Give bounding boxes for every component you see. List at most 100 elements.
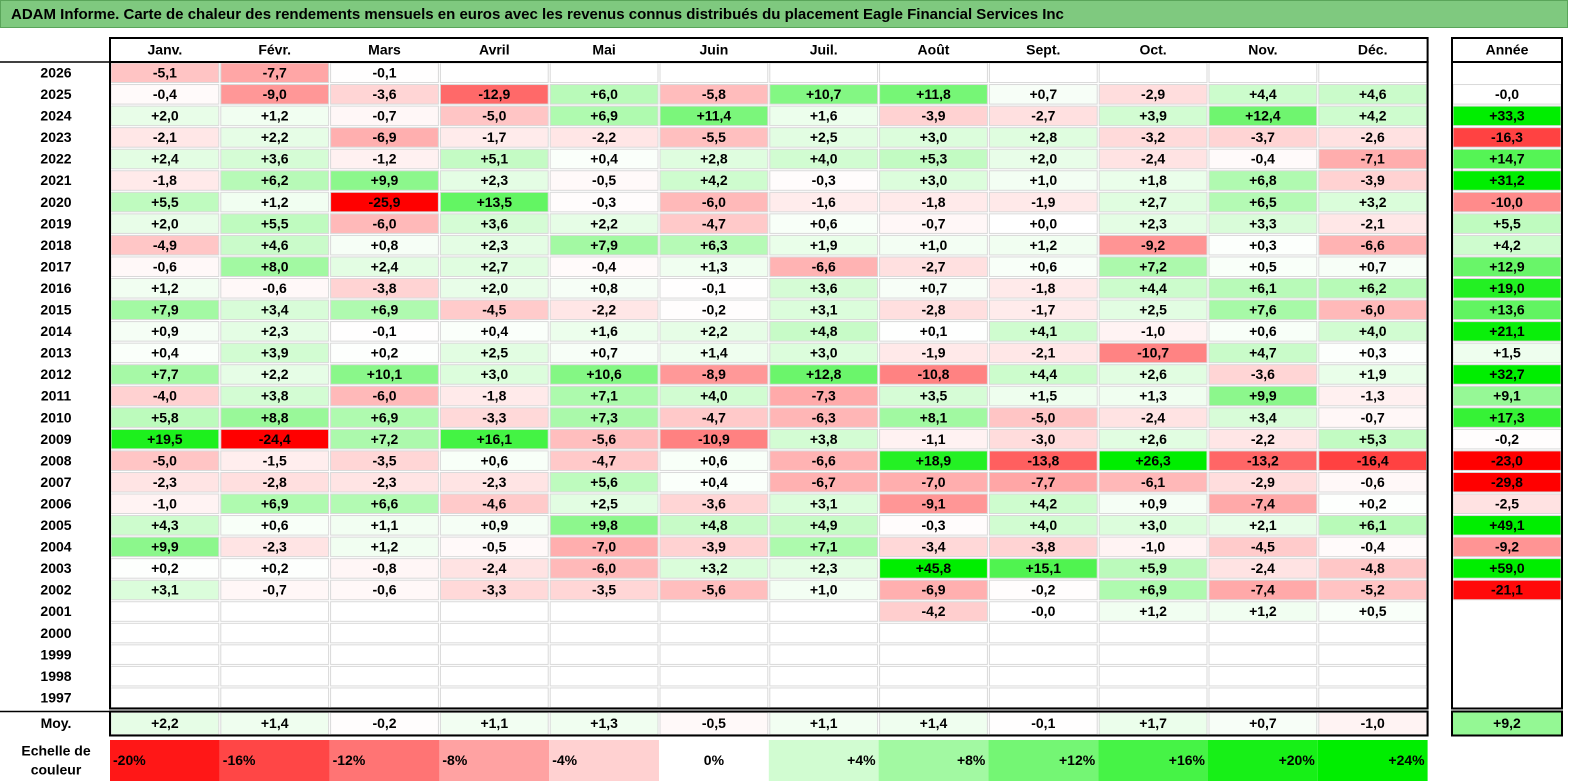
cell-value: -3,3 <box>482 409 506 425</box>
cell-value: +10,7 <box>806 86 842 102</box>
heatmap-cell <box>439 493 549 515</box>
heatmap-cell <box>439 299 549 321</box>
heatmap-cell <box>659 256 769 278</box>
cell-value: +9,8 <box>590 517 618 533</box>
heatmap-cell <box>330 84 439 105</box>
heatmap-cell <box>769 364 879 385</box>
heatmap-cell <box>988 644 1098 665</box>
cell-value: +7,3 <box>590 409 618 425</box>
annual-value: +17,3 <box>1489 409 1525 425</box>
cell-value: -2,7 <box>921 258 945 274</box>
cell-value: -0,3 <box>921 517 945 533</box>
heatmap-cell <box>549 364 659 385</box>
heatmap-cell <box>439 62 549 84</box>
heatmap-cell <box>988 493 1098 515</box>
cell-value: +3,0 <box>480 366 508 382</box>
heatmap-cell <box>549 62 659 84</box>
cell-value: -5,8 <box>702 86 726 102</box>
cell-value: +2,0 <box>1029 151 1057 167</box>
cell-value: +6,9 <box>590 108 618 124</box>
heatmap-cell <box>439 687 549 709</box>
heatmap-cell <box>549 558 659 579</box>
heatmap-cell <box>879 579 988 601</box>
heatmap-cell <box>330 665 439 687</box>
heatmap-cell <box>769 407 879 428</box>
cell-value: +1,3 <box>700 258 728 274</box>
cell-value: -1,9 <box>1031 194 1055 210</box>
annual-value: +14,7 <box>1489 151 1525 167</box>
heatmap-cell <box>330 148 439 170</box>
heatmap-cell <box>1208 644 1318 665</box>
cell-value: -2,4 <box>1141 409 1165 425</box>
cell-value: +2,2 <box>700 323 728 339</box>
heatmap-cell <box>220 364 330 385</box>
heatmap-cell <box>330 321 439 342</box>
heatmap-cell <box>769 278 879 299</box>
heatmap-cell <box>330 213 439 234</box>
heatmap-cell <box>1098 536 1208 558</box>
cell-value: -5,0 <box>1031 409 1055 425</box>
heatmap-cell <box>1208 299 1318 321</box>
heatmap-cell <box>879 256 988 278</box>
year-label: 1999 <box>40 646 71 662</box>
cell-value: -2,3 <box>263 539 287 555</box>
scale-swatch <box>439 740 550 781</box>
cell-value: -5,0 <box>153 452 177 468</box>
heatmap-cell <box>549 493 659 515</box>
cell-value: +1,2 <box>1029 237 1057 253</box>
heatmap-cell <box>1208 342 1318 364</box>
heatmap-cell <box>549 256 659 278</box>
heatmap-cell <box>879 558 988 579</box>
heatmap-cell <box>659 579 769 601</box>
cell-value: -0,7 <box>372 108 396 124</box>
heatmap-cell <box>220 170 330 191</box>
heatmap-cell <box>330 278 439 299</box>
month-header-4: Avril <box>479 42 510 58</box>
year-label: 1997 <box>40 689 71 705</box>
month-header-row <box>109 37 1429 63</box>
heatmap-cell <box>988 84 1098 105</box>
year-label: 2021 <box>40 172 71 188</box>
year-label: 2015 <box>40 302 71 318</box>
heatmap-cell <box>1098 385 1208 407</box>
average-value: +1,4 <box>261 715 289 731</box>
heatmap-cell <box>879 364 988 385</box>
cell-value: -0,8 <box>372 560 396 576</box>
cell-value: +0,6 <box>1249 323 1277 339</box>
cell-value: -1,6 <box>812 194 836 210</box>
cell-value: +18,9 <box>916 452 952 468</box>
heatmap-cell <box>330 601 439 622</box>
cell-value: +2,2 <box>261 129 289 145</box>
cell-value: -5,5 <box>702 129 726 145</box>
cell-value: +7,2 <box>1139 258 1167 274</box>
heatmap-cell <box>769 665 879 687</box>
cell-value: +1,2 <box>151 280 179 296</box>
heatmap-cell <box>1098 450 1208 471</box>
cell-value: +2,0 <box>480 280 508 296</box>
cell-value: +0,4 <box>590 151 618 167</box>
cell-value: -3,5 <box>372 452 396 468</box>
heatmap-cell <box>549 385 659 407</box>
cell-value: +8,8 <box>261 409 289 425</box>
cell-value: +6,3 <box>700 237 728 253</box>
heatmap-cell <box>549 622 659 644</box>
cell-value: +4,8 <box>810 323 838 339</box>
cell-value: -1,8 <box>1031 280 1055 296</box>
cell-value: +2,4 <box>151 151 179 167</box>
cell-value: +3,0 <box>810 345 838 361</box>
cell-value: +5,6 <box>590 474 618 490</box>
year-label: 2019 <box>40 215 71 231</box>
cell-value: -2,1 <box>1361 215 1385 231</box>
cell-value: +1,2 <box>1139 603 1167 619</box>
cell-value: -3,8 <box>372 280 396 296</box>
heatmap-cell <box>110 687 220 709</box>
heatmap-cell <box>1098 127 1208 148</box>
cell-value: +3,1 <box>810 302 838 318</box>
annual-value: +12,9 <box>1489 258 1525 274</box>
cell-value: +0,3 <box>1249 237 1277 253</box>
heatmap-cell <box>659 450 769 471</box>
grid-border <box>109 61 1429 710</box>
cell-value: -0,6 <box>153 258 177 274</box>
year-label: 2012 <box>40 366 71 382</box>
cell-value: -2,8 <box>263 474 287 490</box>
